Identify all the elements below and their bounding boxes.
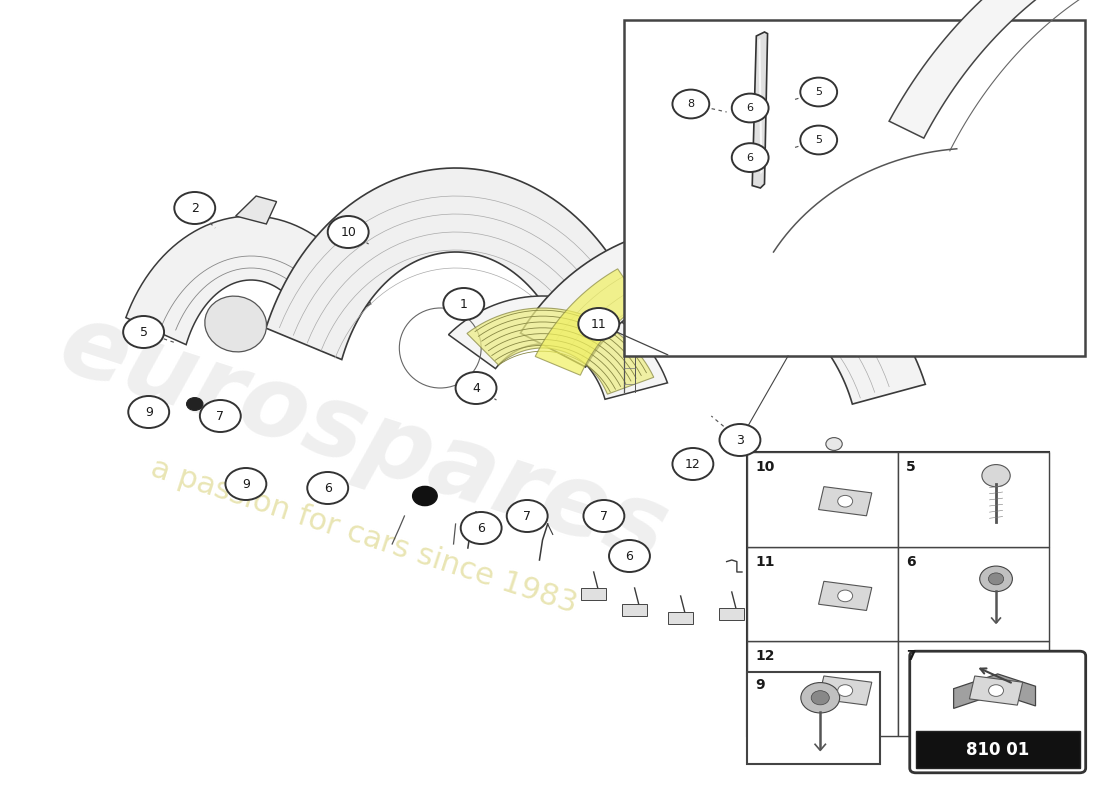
- Circle shape: [507, 500, 548, 532]
- Text: 6: 6: [626, 550, 634, 562]
- Circle shape: [989, 685, 1003, 696]
- Circle shape: [412, 486, 437, 506]
- Circle shape: [732, 94, 769, 122]
- Circle shape: [443, 288, 484, 320]
- Text: 6: 6: [906, 554, 916, 569]
- Circle shape: [129, 396, 169, 428]
- Circle shape: [187, 398, 202, 410]
- Text: 12: 12: [756, 650, 774, 663]
- Text: 5: 5: [815, 87, 822, 97]
- Bar: [747, 452, 1049, 736]
- Text: a passion for cars since 1983: a passion for cars since 1983: [146, 454, 581, 618]
- PathPatch shape: [125, 216, 371, 345]
- Circle shape: [672, 448, 714, 480]
- PathPatch shape: [752, 32, 768, 188]
- Text: 12: 12: [685, 458, 701, 470]
- Circle shape: [328, 216, 369, 248]
- PathPatch shape: [449, 296, 668, 399]
- Circle shape: [226, 468, 266, 500]
- Text: 11: 11: [756, 554, 774, 569]
- PathPatch shape: [818, 486, 872, 516]
- Bar: [747, 672, 880, 764]
- Circle shape: [672, 90, 710, 118]
- Bar: [747, 452, 898, 546]
- PathPatch shape: [266, 168, 641, 359]
- Ellipse shape: [757, 99, 764, 109]
- PathPatch shape: [818, 582, 872, 610]
- Text: eurospares: eurospares: [47, 296, 680, 584]
- Bar: [771, 588, 795, 600]
- Text: 3: 3: [736, 434, 744, 446]
- Text: 2: 2: [190, 202, 199, 214]
- Bar: [582, 588, 606, 600]
- Text: 6: 6: [477, 522, 485, 534]
- Text: 11: 11: [591, 318, 607, 330]
- PathPatch shape: [536, 269, 641, 375]
- Text: 6: 6: [747, 153, 754, 162]
- Circle shape: [583, 500, 625, 532]
- Circle shape: [989, 573, 1003, 585]
- Circle shape: [811, 690, 829, 705]
- Text: 1: 1: [460, 298, 467, 310]
- Text: 9: 9: [756, 678, 764, 692]
- Text: 7: 7: [217, 410, 224, 422]
- Circle shape: [838, 685, 853, 696]
- Text: 5: 5: [140, 326, 147, 338]
- Circle shape: [200, 400, 241, 432]
- Bar: [625, 20, 1085, 356]
- Text: 7: 7: [600, 510, 608, 522]
- Bar: [669, 612, 693, 624]
- Bar: [623, 604, 647, 616]
- Circle shape: [801, 682, 839, 713]
- Text: 9: 9: [145, 406, 153, 418]
- FancyBboxPatch shape: [910, 651, 1086, 773]
- Bar: [898, 546, 1049, 642]
- Circle shape: [838, 590, 853, 602]
- Circle shape: [579, 308, 619, 340]
- Circle shape: [801, 126, 837, 154]
- Bar: [747, 546, 898, 642]
- PathPatch shape: [954, 674, 1035, 709]
- Ellipse shape: [205, 296, 266, 352]
- Text: 10: 10: [756, 460, 774, 474]
- Text: 6: 6: [747, 103, 754, 113]
- PathPatch shape: [468, 308, 653, 394]
- Text: 9: 9: [242, 478, 250, 490]
- Text: 7: 7: [906, 650, 916, 663]
- Text: 5: 5: [815, 135, 822, 145]
- Circle shape: [801, 78, 837, 106]
- PathPatch shape: [818, 676, 872, 705]
- Circle shape: [732, 143, 769, 172]
- Bar: [916, 731, 1079, 768]
- Bar: [898, 452, 1049, 546]
- Bar: [747, 642, 898, 736]
- Circle shape: [174, 192, 216, 224]
- PathPatch shape: [889, 0, 1100, 138]
- PathPatch shape: [235, 196, 276, 224]
- Circle shape: [826, 438, 843, 450]
- Circle shape: [307, 472, 349, 504]
- Bar: [898, 642, 1049, 736]
- Circle shape: [461, 512, 502, 544]
- Circle shape: [609, 540, 650, 572]
- Circle shape: [982, 465, 1010, 486]
- Circle shape: [719, 424, 760, 456]
- PathPatch shape: [969, 676, 1023, 705]
- Text: 10: 10: [340, 226, 356, 238]
- Text: 6: 6: [323, 482, 332, 494]
- Ellipse shape: [757, 155, 764, 165]
- Text: 5: 5: [906, 460, 916, 474]
- PathPatch shape: [758, 38, 762, 174]
- PathPatch shape: [520, 224, 925, 404]
- Circle shape: [455, 372, 496, 404]
- Circle shape: [123, 316, 164, 348]
- Text: 810 01: 810 01: [966, 741, 1030, 758]
- Circle shape: [838, 495, 853, 507]
- Circle shape: [980, 566, 1012, 592]
- Text: 7: 7: [524, 510, 531, 522]
- Text: 8: 8: [688, 99, 694, 109]
- Bar: [719, 608, 744, 620]
- Text: 4: 4: [472, 382, 480, 394]
